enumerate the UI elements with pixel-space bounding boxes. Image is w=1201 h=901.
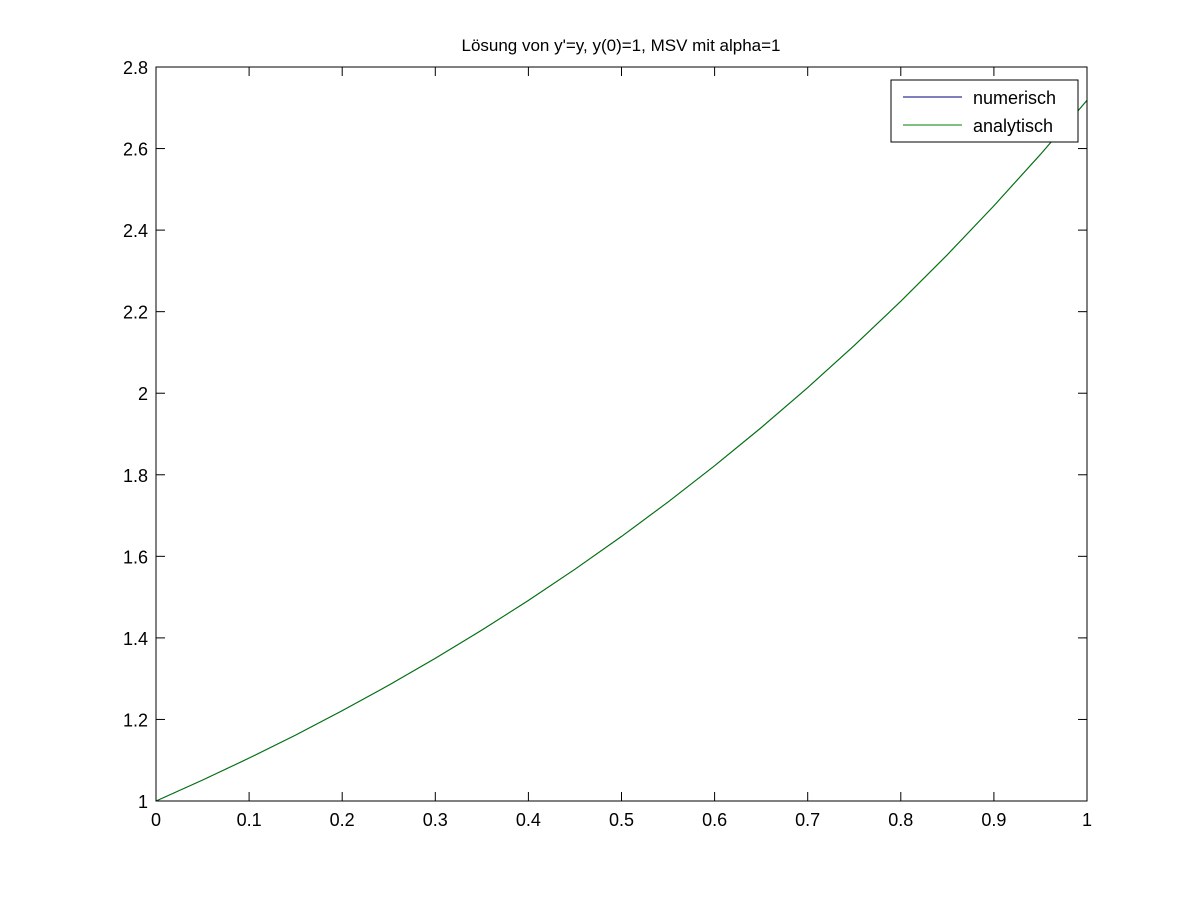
legend-box bbox=[890, 79, 1079, 143]
plot-area: 0 0.1 0.2 0.3 0.4 0.5 0.6 0.7 0.8 0.9 1 1 1.2 1.4 1.6 1… bbox=[123, 58, 1092, 830]
legend-label-numerisch: numerisch bbox=[973, 88, 1056, 108]
x-tick-label: 0.6 bbox=[702, 810, 727, 830]
x-tick-label: 0.3 bbox=[423, 810, 448, 830]
x-tick-label: 0.2 bbox=[330, 810, 355, 830]
legend-label-analytisch: analytisch bbox=[973, 116, 1053, 136]
series-line-analytisch bbox=[156, 99, 1087, 801]
legend: numerisch analytisch bbox=[890, 79, 1079, 143]
y-tick-label: 2 bbox=[138, 384, 148, 404]
y-tick-label: 2.2 bbox=[123, 303, 148, 323]
ticks-layer: 0 0.1 0.2 0.3 0.4 0.5 0.6 0.7 0.8 0.9 1 1 1.2 1.4 1.6 1… bbox=[123, 58, 1092, 830]
x-tick-label: 0.4 bbox=[516, 810, 541, 830]
y-tick-label: 1.6 bbox=[123, 547, 148, 567]
x-tick-label: 0.7 bbox=[795, 810, 820, 830]
x-tick-label: 0 bbox=[151, 810, 161, 830]
x-tick-label: 0.5 bbox=[609, 810, 634, 830]
chart-title: Lösung von y'=y, y(0)=1, MSV mit alpha=1 bbox=[461, 36, 780, 55]
y-tick-label: 1.8 bbox=[123, 466, 148, 486]
y-tick-label: 1 bbox=[138, 792, 148, 812]
y-tick-label: 2.8 bbox=[123, 58, 148, 78]
y-tick-label: 2.6 bbox=[123, 140, 148, 160]
axes-box bbox=[155, 66, 1088, 802]
series-layer bbox=[156, 99, 1087, 801]
x-tick-label: 0.8 bbox=[888, 810, 913, 830]
series-line-numerisch bbox=[156, 99, 1087, 801]
y-tick-label: 2.4 bbox=[123, 221, 148, 241]
x-tick-label: 0.9 bbox=[981, 810, 1006, 830]
y-tick-label: 1.4 bbox=[123, 629, 148, 649]
x-tick-label: 1 bbox=[1082, 810, 1092, 830]
x-tick-label: 0.1 bbox=[237, 810, 262, 830]
y-tick-label: 1.2 bbox=[123, 710, 148, 730]
